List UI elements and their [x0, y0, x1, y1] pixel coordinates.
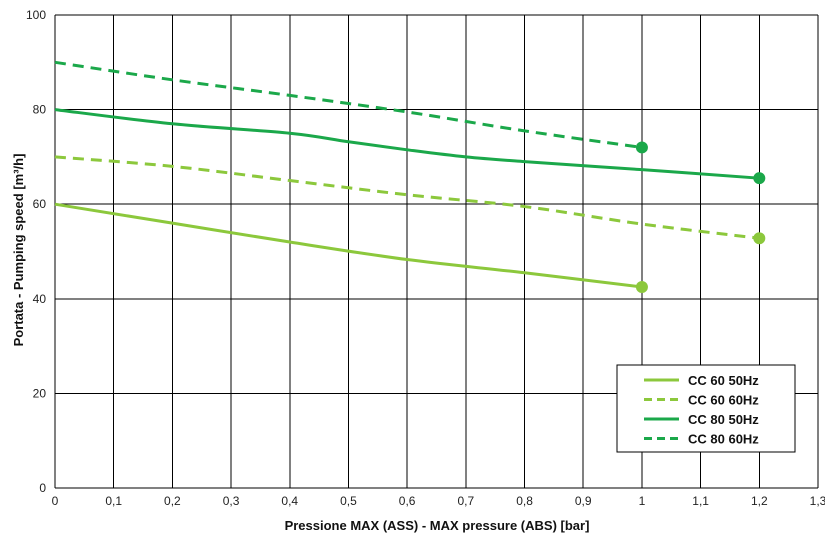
legend-label: CC 80 60Hz: [688, 432, 759, 447]
x-tick-label: 1,2: [751, 494, 768, 508]
legend-label: CC 60 50Hz: [688, 373, 759, 388]
y-tick-label: 20: [33, 386, 47, 400]
x-tick-label: 0,9: [575, 494, 592, 508]
y-tick-label: 0: [39, 481, 46, 495]
y-tick-label: 80: [33, 103, 47, 117]
series-end-marker: [753, 172, 766, 185]
x-tick-label: 1,1: [692, 494, 709, 508]
x-tick-label: 1,3: [810, 494, 825, 508]
legend-label: CC 80 50Hz: [688, 412, 759, 427]
series-end-marker: [753, 232, 766, 245]
series-line: [54, 108, 760, 180]
data-series: [54, 60, 766, 293]
x-tick-label: 0,2: [164, 494, 181, 508]
x-tick-label: 0,7: [458, 494, 475, 508]
series-line: [54, 202, 643, 289]
x-tick-label: 0,1: [105, 494, 122, 508]
x-tick-label: 1: [639, 494, 646, 508]
x-axis-title: Pressione MAX (ASS) - MAX pressure (ABS)…: [285, 518, 590, 533]
x-tick-label: 0: [52, 494, 59, 508]
x-tick-label: 0,5: [340, 494, 357, 508]
y-tick-label: 40: [33, 292, 47, 306]
y-tick-label: 100: [26, 8, 46, 22]
x-tick-label: 0,4: [281, 494, 298, 508]
y-axis-title: Portata - Pumping speed [m³/h]: [11, 154, 26, 347]
series-line: [54, 155, 760, 240]
legend-label: CC 60 60Hz: [688, 393, 759, 408]
series-end-marker: [635, 141, 648, 154]
x-tick-label: 0,3: [223, 494, 240, 508]
y-tick-label: 60: [33, 197, 47, 211]
series-line: [54, 60, 643, 149]
legend: CC 60 50Hz CC 60 60Hz CC 80 50Hz CC 80 60Hz: [616, 364, 796, 453]
grid-lines: [54, 14, 819, 489]
x-tick-label: 0,6: [399, 494, 416, 508]
tick-labels: 0 0,1 0,2 0,3 0,4 0,5 0,6 0,7 0,8 0,9 1 1,1 1,2 1,3 0 2…: [26, 8, 825, 508]
series-end-marker: [635, 280, 648, 293]
x-tick-label: 0,8: [516, 494, 533, 508]
